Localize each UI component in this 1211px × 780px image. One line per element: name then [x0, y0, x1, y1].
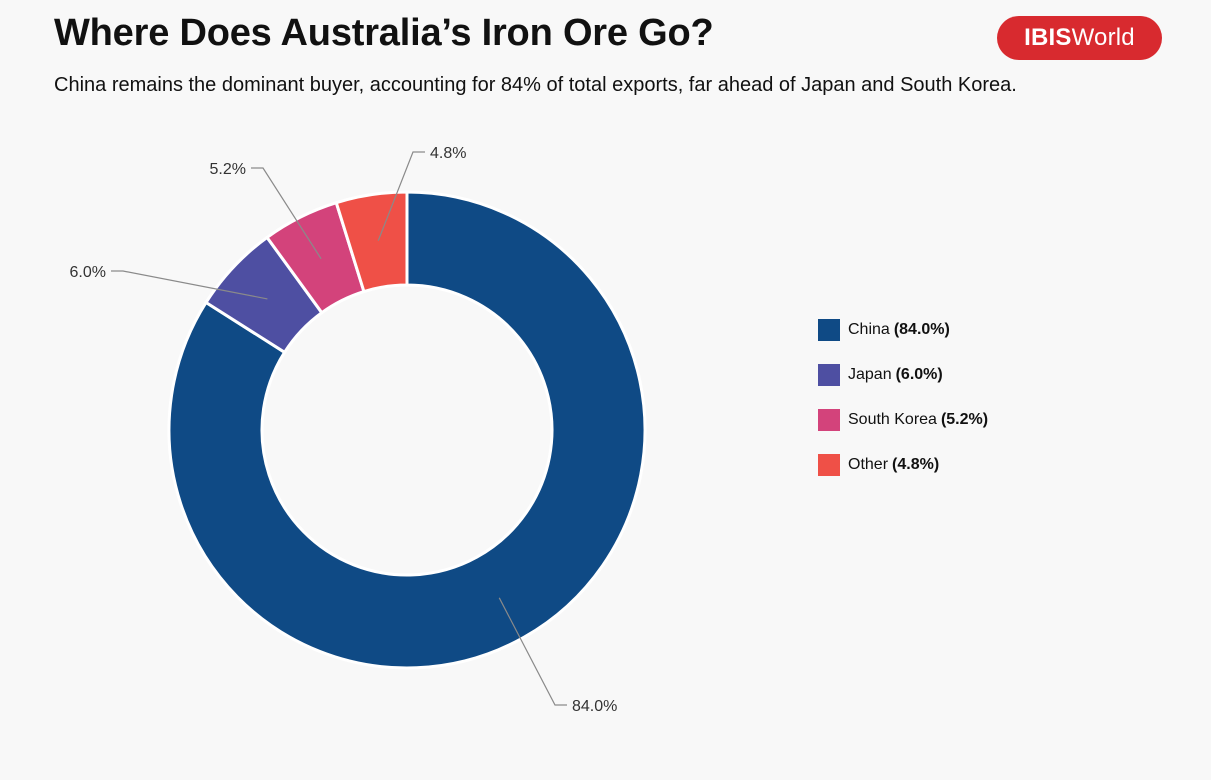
legend-swatch — [818, 454, 840, 476]
donut-slice-other[interactable] — [334, 190, 409, 294]
ibisworld-logo[interactable]: IBIS World — [997, 16, 1162, 60]
legend-label: Other — [848, 456, 889, 473]
data-label-japan: 6.0% — [70, 264, 106, 281]
leader-line — [111, 270, 268, 300]
legend-swatch — [818, 364, 840, 386]
chart-legend: China (84.0%) Japan (6.0%) South Korea (… — [818, 318, 988, 477]
leader-line — [377, 151, 425, 241]
leader-line — [251, 167, 322, 260]
legend-value: (6.0%) — [895, 366, 943, 383]
legend-value: (4.8%) — [892, 456, 940, 473]
donut-slice-china[interactable] — [167, 190, 647, 670]
legend-item-other[interactable]: Other (4.8%) — [818, 453, 988, 477]
legend-value: (84.0%) — [893, 321, 950, 338]
legend-item-japan[interactable]: Japan (6.0%) — [818, 363, 988, 387]
legend-item-south-korea[interactable]: South Korea (5.2%) — [818, 408, 988, 432]
legend-value: (5.2%) — [940, 411, 989, 428]
legend-label: Japan — [848, 366, 892, 383]
legend-label: China — [848, 321, 890, 338]
chart-title: Where Does Australia’s Iron Ore Go? — [54, 12, 714, 54]
logo-text-regular: World — [1071, 24, 1135, 51]
legend-swatch — [818, 319, 840, 341]
logo-text-bold: IBIS — [1024, 24, 1072, 51]
chart-subtitle: China remains the dominant buyer, accoun… — [54, 74, 1017, 96]
legend-label: South Korea — [848, 411, 937, 428]
legend-item-china[interactable]: China (84.0%) — [818, 318, 988, 342]
data-label-south-korea: 5.2% — [210, 161, 246, 178]
data-label-other: 4.8% — [430, 145, 466, 162]
legend-swatch — [818, 409, 840, 431]
data-label-china: 84.0% — [572, 698, 617, 715]
leader-line — [498, 597, 567, 706]
